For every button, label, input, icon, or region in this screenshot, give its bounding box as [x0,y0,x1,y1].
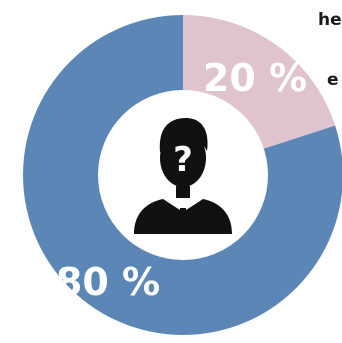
data-label-segment-a: 20 % [203,56,307,100]
cut-off-text-line-2: e [327,70,339,90]
svg-text:?: ? [173,140,193,180]
cut-off-text-line-1: he [318,10,342,30]
data-label-segment-b: 80 % [56,260,160,304]
